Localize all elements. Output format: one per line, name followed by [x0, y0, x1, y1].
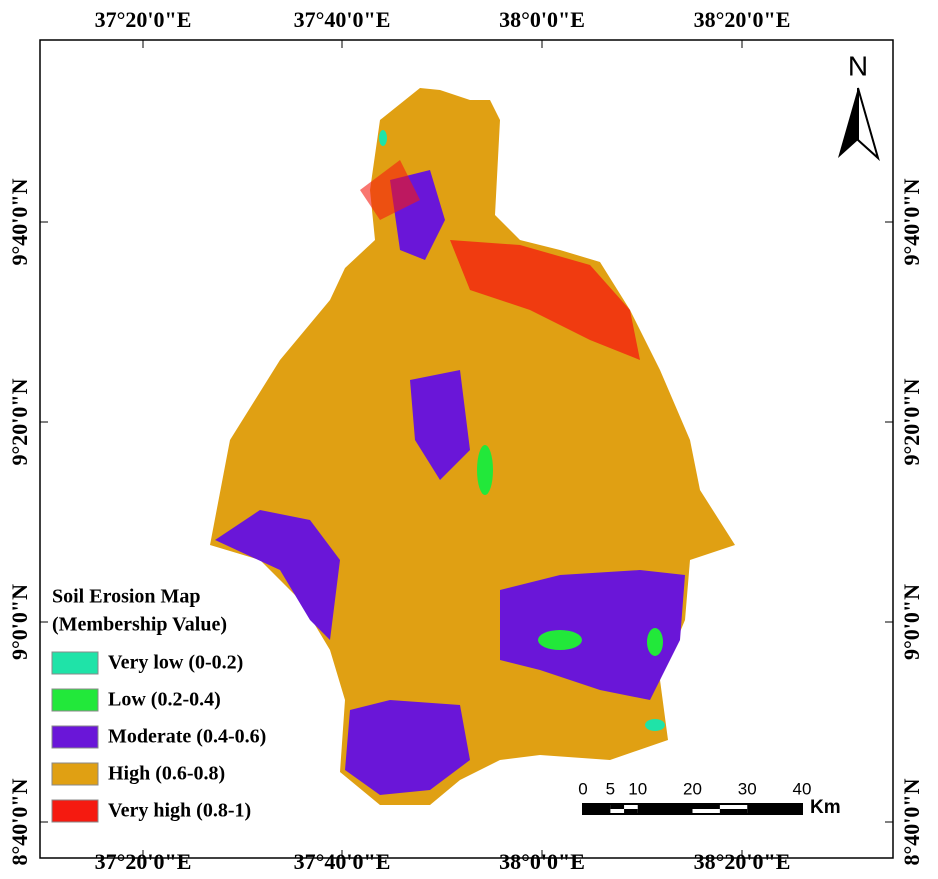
scale-segment — [638, 804, 693, 814]
legend-label: Moderate (0.4-0.6) — [108, 726, 266, 748]
longitude-label: 37°40'0"E — [294, 7, 391, 32]
longitude-label: 38°0'0"E — [499, 7, 585, 32]
latitude-label: 9°20'0"N — [7, 378, 32, 465]
latitude-label: 9°0'0"N — [899, 584, 924, 660]
longitude-label: 38°20'0"E — [694, 849, 791, 874]
latitude-label: 9°0'0"N — [7, 584, 32, 660]
low-zone — [538, 630, 582, 650]
scale-segment — [693, 804, 720, 809]
legend-title: (Membership Value) — [52, 614, 227, 636]
legend-label: Low (0.2-0.4) — [108, 689, 221, 711]
low-zone — [477, 445, 493, 495]
scale-label: 30 — [738, 779, 757, 798]
legend-swatch — [52, 652, 98, 674]
scale-label: 40 — [793, 779, 812, 798]
scale-label: 10 — [628, 779, 647, 798]
longitude-label: 37°40'0"E — [294, 849, 391, 874]
latitude-label: 9°20'0"N — [899, 378, 924, 465]
longitude-label: 37°20'0"E — [95, 849, 192, 874]
legend-title: Soil Erosion Map — [52, 586, 201, 608]
latitude-label: 8°40'0"N — [899, 778, 924, 865]
legend-label: Very low (0-0.2) — [108, 652, 243, 674]
longitude-label: 38°0'0"E — [499, 849, 585, 874]
scale-label: 20 — [683, 779, 702, 798]
scale-segment — [583, 804, 610, 814]
latitude-label: 8°40'0"N — [7, 778, 32, 865]
legend-swatch — [52, 763, 98, 785]
legend-swatch — [52, 800, 98, 822]
scale-label: 0 — [578, 779, 587, 798]
latitude-label: 9°40'0"N — [7, 178, 32, 265]
high-zone — [210, 88, 735, 805]
low-zone — [647, 628, 663, 656]
north-label: N — [848, 50, 868, 81]
study-area — [210, 88, 735, 805]
longitude-label: 38°20'0"E — [694, 7, 791, 32]
very-low-zone — [379, 130, 387, 146]
scale-segment — [624, 809, 638, 814]
latitude-label: 9°40'0"N — [899, 178, 924, 265]
north-arrow — [838, 88, 878, 158]
legend-swatch — [52, 726, 98, 748]
scale-label: 5 — [606, 779, 615, 798]
scale-segment — [610, 804, 624, 809]
legend-label: Very high (0.8-1) — [108, 800, 251, 822]
scale-segment — [720, 809, 747, 814]
longitude-label: 37°20'0"E — [95, 7, 192, 32]
map: N 05 10 20 30 40Km 37°20'0"E 37°40'0"E 38°0'0"… — [0, 0, 938, 879]
scale-unit: Km — [810, 797, 841, 818]
very-low-zone — [645, 719, 665, 731]
legend-swatch — [52, 689, 98, 711]
legend-label: High (0.6-0.8) — [108, 763, 225, 785]
scale-segment — [747, 804, 802, 814]
